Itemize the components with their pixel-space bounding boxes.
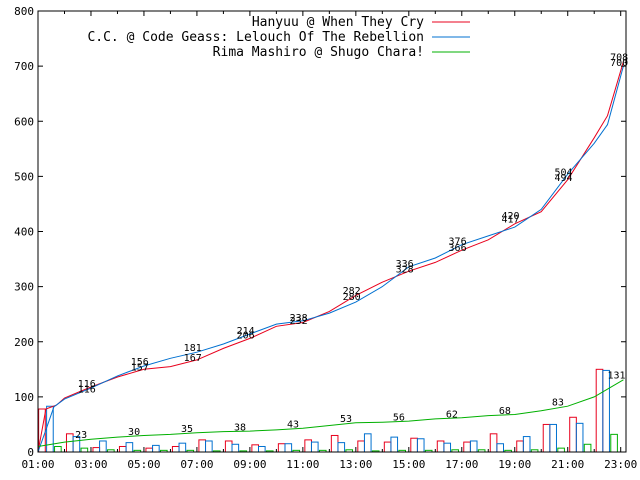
data-label: 238 xyxy=(290,313,308,324)
x-tick-label: 19:00 xyxy=(498,458,531,471)
x-tick-label: 23:00 xyxy=(604,458,637,471)
series-line-2 xyxy=(37,65,624,453)
y-tick-label: 500 xyxy=(14,170,34,183)
data-label: 700 xyxy=(610,58,628,69)
data-label: 116 xyxy=(78,379,96,390)
data-label: 376 xyxy=(449,237,467,248)
data-label: 708 xyxy=(610,53,628,64)
data-label: 282 xyxy=(343,286,361,297)
legend-label-2: C.C. @ Code Geass: Lelouch Of The Rebell… xyxy=(87,30,424,45)
data-label: 83 xyxy=(552,398,564,409)
x-tick-label: 15:00 xyxy=(392,458,425,471)
x-tick-label: 05:00 xyxy=(127,458,160,471)
data-label: 68 xyxy=(499,406,511,417)
y-tick-label: 300 xyxy=(14,281,34,294)
data-label: 494 xyxy=(554,173,572,184)
y-tick-label: 200 xyxy=(14,336,34,349)
data-label: 280 xyxy=(343,292,361,303)
data-label: 30 xyxy=(128,427,140,438)
legend-label-1: Hanyuu @ When They Cry xyxy=(252,15,424,30)
y-tick-label: 700 xyxy=(14,60,34,73)
data-label: 504 xyxy=(554,167,572,178)
data-label: 23 xyxy=(75,430,87,441)
x-tick-label: 21:00 xyxy=(551,458,584,471)
data-label: 181 xyxy=(184,343,202,354)
data-label: 336 xyxy=(396,259,414,270)
axes: 0 100 200 300 400 500 600 700 800 01:00 03:00 05:00… xyxy=(14,5,637,471)
y-tick-label: 800 xyxy=(14,5,34,18)
x-tick-label: 03:00 xyxy=(74,458,107,471)
y-tick-label: 0 xyxy=(27,446,34,459)
data-label: 167 xyxy=(184,353,202,364)
data-label: 156 xyxy=(131,357,149,368)
data-label: 214 xyxy=(237,326,255,337)
data-label: 131 xyxy=(607,371,625,382)
x-tick-label: 11:00 xyxy=(286,458,319,471)
data-label: 417 xyxy=(502,215,520,226)
data-label: 206 xyxy=(237,330,255,341)
y-tick-label: 100 xyxy=(14,391,34,404)
data-label: 56 xyxy=(393,413,405,424)
data-label: 232 xyxy=(290,316,308,327)
lines xyxy=(37,61,624,453)
y-tick-label: 600 xyxy=(14,115,34,128)
data-label: 35 xyxy=(181,424,193,435)
data-label: 62 xyxy=(446,409,458,420)
data-label: 420 xyxy=(502,211,520,222)
x-tick-label: 17:00 xyxy=(445,458,478,471)
data-label: 157 xyxy=(131,362,149,373)
series-line-3 xyxy=(37,379,624,447)
x-tick-label: 13:00 xyxy=(339,458,372,471)
data-label: 366 xyxy=(449,243,467,254)
x-tick-label: 07:00 xyxy=(180,458,213,471)
x-tick-label: 09:00 xyxy=(233,458,266,471)
data-label: 328 xyxy=(396,264,414,275)
y-tick-label: 400 xyxy=(14,226,34,239)
x-tick-label: 01:00 xyxy=(21,458,54,471)
data-label: 43 xyxy=(287,420,299,431)
data-label: 53 xyxy=(340,414,352,425)
data-label: 38 xyxy=(234,423,246,434)
legend-label-3: Rima Mashiro @ Shugo Chara! xyxy=(213,45,424,60)
data-label: 116 xyxy=(78,384,96,395)
